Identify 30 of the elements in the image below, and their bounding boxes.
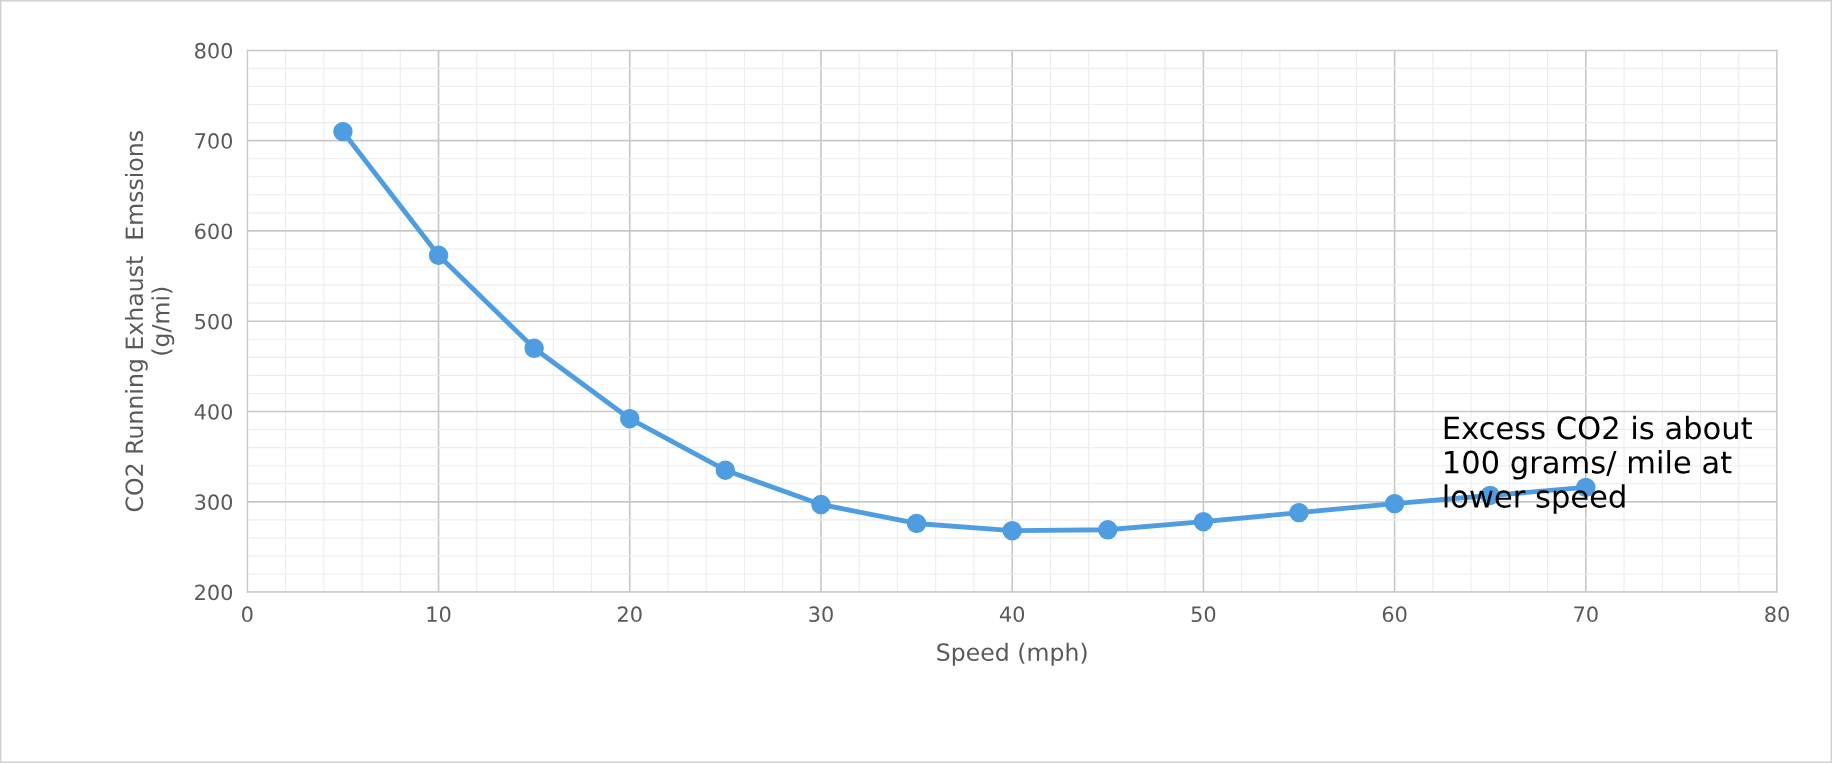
point <box>811 494 831 515</box>
y-tick-label: 600 <box>195 223 233 240</box>
x-tick-label: 50 <box>1191 606 1216 623</box>
x-tick-label: 80 <box>1765 606 1789 623</box>
x-axis-title: Speed (mph) <box>937 642 1087 666</box>
point <box>1289 502 1309 523</box>
point <box>620 409 640 429</box>
x-tick-label: 20 <box>618 606 642 623</box>
point <box>906 513 927 534</box>
point <box>1098 520 1118 540</box>
y-tick-label: 500 <box>195 313 233 330</box>
x-tick-label: 30 <box>809 606 833 623</box>
x-tick-label: 70 <box>1574 606 1598 623</box>
point <box>428 245 449 266</box>
y-tick-label: 300 <box>195 494 233 511</box>
point <box>1002 520 1022 541</box>
point <box>333 121 353 142</box>
point <box>715 460 736 480</box>
x-tick-label: 0 <box>242 606 253 623</box>
y-tick-label: 700 <box>195 133 233 149</box>
y-tick-label: 200 <box>195 584 233 601</box>
y-tick-label: 800 <box>195 42 233 59</box>
point <box>1193 511 1214 532</box>
x-tick-label: 40 <box>999 606 1025 623</box>
point <box>1384 493 1405 514</box>
y-axis-title: CO2 Running Exhaust Emssions (g/mi) <box>124 131 175 512</box>
x-tick-label: 10 <box>427 606 451 623</box>
x-tick-label: 60 <box>1382 606 1407 623</box>
point <box>524 338 544 359</box>
y-tick-label: 400 <box>194 403 233 420</box>
